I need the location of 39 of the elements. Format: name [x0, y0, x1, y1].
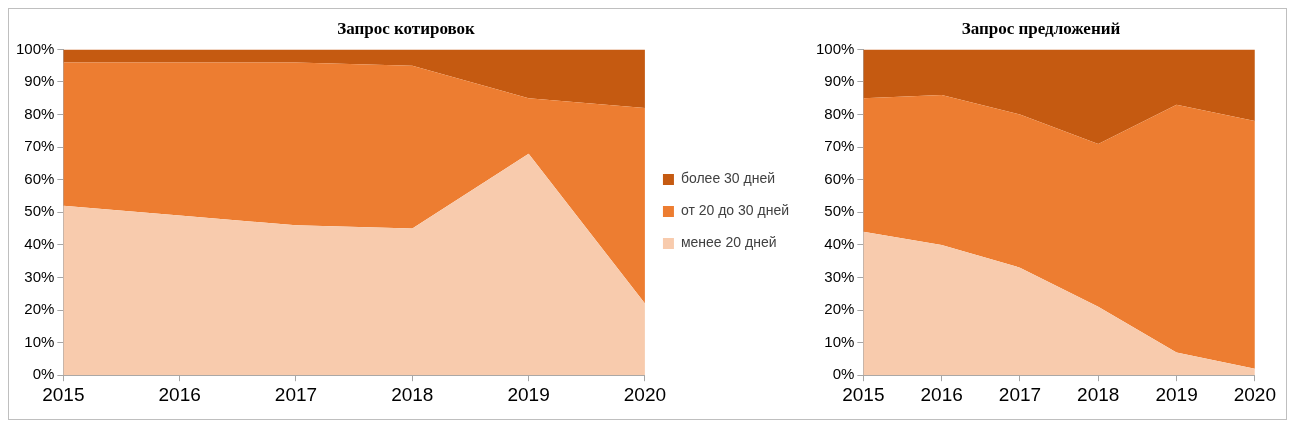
x-tick-label: 2020: [1233, 383, 1277, 405]
x-tick-label: 2020: [623, 383, 667, 405]
x-tick-label: 2019: [1155, 383, 1198, 405]
y-tick-label: 40%: [24, 235, 55, 253]
x-tick-label: 2019: [507, 383, 550, 405]
x-tick-label: 2017: [998, 383, 1042, 405]
y-tick-label: 30%: [24, 267, 55, 285]
y-tick-label: 20%: [824, 300, 855, 318]
y-tick-label: 70%: [24, 137, 55, 155]
y-tick-label: 30%: [824, 267, 855, 285]
legend-label: от 20 до 30 дней: [680, 202, 790, 219]
x-tick-label: 2018: [1077, 383, 1120, 405]
y-tick-label: 80%: [24, 104, 55, 122]
y-tick-label: 50%: [24, 202, 55, 220]
y-tick-label: 90%: [24, 72, 55, 90]
x-tick-label: 2017: [274, 383, 318, 405]
y-tick-label: 10%: [824, 332, 855, 350]
x-tick-label: 2015: [842, 383, 885, 405]
y-tick-label: 10%: [24, 332, 55, 350]
y-tick-label: 40%: [824, 235, 855, 253]
y-tick-label: 0%: [32, 365, 55, 383]
y-tick-label: 90%: [824, 72, 855, 90]
legend-label: менее 20 дней: [680, 234, 777, 251]
y-tick-label: 50%: [824, 202, 855, 220]
y-tick-label: 100%: [815, 39, 855, 57]
x-tick-label: 2016: [158, 383, 201, 405]
y-tick-label: 60%: [24, 169, 55, 187]
x-tick-label: 2016: [920, 383, 963, 405]
chart-title: Запрос предложений: [961, 18, 1121, 38]
x-tick-label: 2015: [42, 383, 85, 405]
y-tick-label: 0%: [832, 365, 855, 383]
y-tick-label: 100%: [15, 39, 55, 57]
legend-label: более 30 дней: [680, 170, 776, 187]
y-tick-label: 60%: [824, 169, 855, 187]
y-tick-label: 70%: [824, 137, 855, 155]
y-tick-label: 20%: [24, 300, 55, 318]
y-tick-label: 80%: [824, 104, 855, 122]
chart-title: Запрос котировок: [337, 18, 476, 38]
x-tick-label: 2018: [391, 383, 434, 405]
